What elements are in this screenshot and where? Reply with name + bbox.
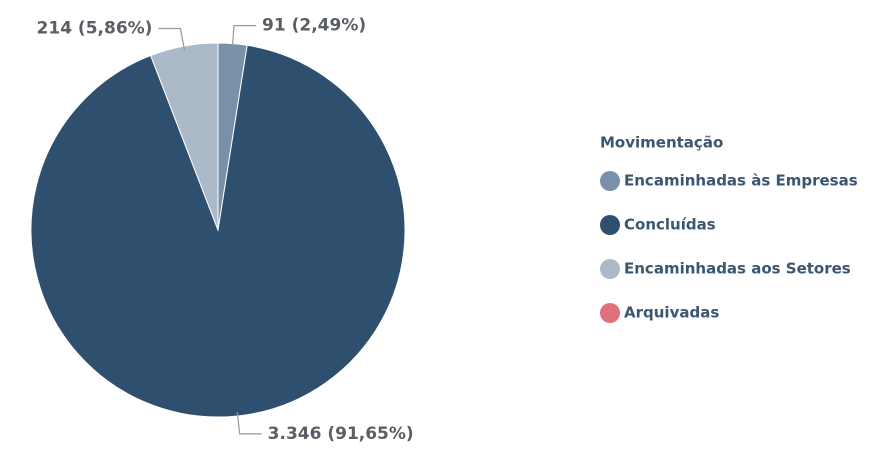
data-label: 91 (2,49%) xyxy=(262,16,366,36)
data-label: 3.346 (91,65%) xyxy=(268,424,414,444)
legend-label: Arquivadas xyxy=(624,304,719,322)
leader-line xyxy=(158,27,186,51)
leader-line xyxy=(236,411,262,435)
leader-line xyxy=(231,25,257,48)
legend-swatch xyxy=(600,259,620,279)
legend-swatch xyxy=(600,215,620,235)
legend-title: Movimentação xyxy=(600,134,723,152)
legend-label: Concluídas xyxy=(624,216,716,234)
legend-swatch xyxy=(600,171,620,191)
legend-label: Encaminhadas às Empresas xyxy=(624,172,858,190)
data-label: 214 (5,86%) xyxy=(37,18,153,38)
legend-label: Encaminhadas aos Setores xyxy=(624,260,851,278)
legend-swatch xyxy=(600,303,620,323)
